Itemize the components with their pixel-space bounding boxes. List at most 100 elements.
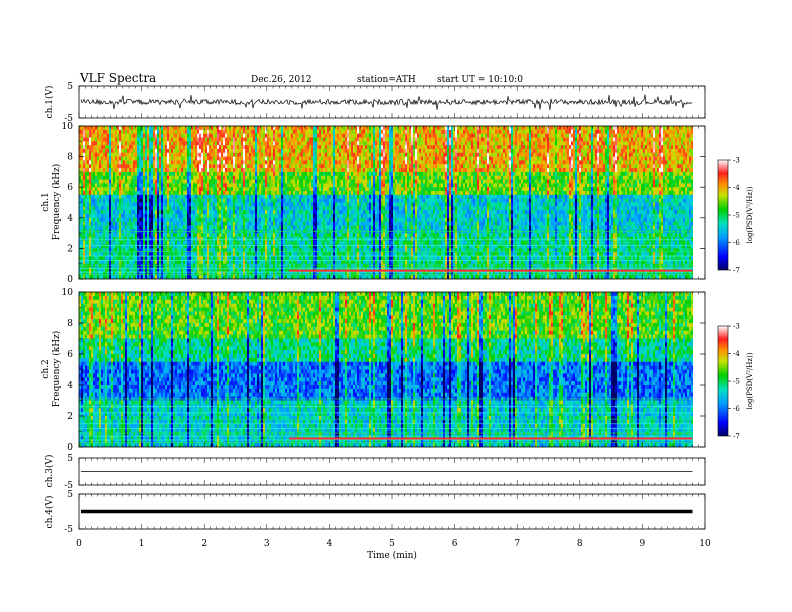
spectrogram-cell xyxy=(241,137,243,142)
spectrogram-cell xyxy=(173,194,175,199)
spectrogram-cell xyxy=(163,126,165,131)
spectrogram-cell xyxy=(313,248,315,253)
spectrogram-cell xyxy=(215,217,217,222)
spectrogram-cell xyxy=(281,225,283,230)
spectrogram-cell xyxy=(195,171,197,177)
spectrogram-cell xyxy=(241,133,243,138)
spectrogram-cell xyxy=(319,183,321,188)
spectrogram-cell xyxy=(201,171,203,177)
spectrogram-cell xyxy=(263,156,265,161)
spectrogram-cell xyxy=(251,168,253,173)
spectrogram-cell xyxy=(117,275,119,279)
spectrogram-cell xyxy=(143,183,145,188)
spectrogram-cell xyxy=(185,148,187,154)
spectrogram-cell xyxy=(315,275,317,279)
spectrogram-cell xyxy=(173,152,175,157)
spectrogram-cell xyxy=(103,233,105,238)
spectrogram-cell xyxy=(123,198,125,203)
spectrogram-cell xyxy=(191,141,193,146)
spectrogram-cell xyxy=(217,240,219,245)
spectrogram-cell xyxy=(153,217,155,222)
spectrogram-cell xyxy=(219,233,221,238)
spectrogram-cell xyxy=(177,129,179,134)
spectrogram-cell xyxy=(187,187,189,192)
spectrogram-cell xyxy=(95,252,97,257)
spectrogram-cell xyxy=(99,252,101,257)
spectrogram-cell xyxy=(89,225,91,230)
spectrogram-cell xyxy=(201,221,203,226)
spectrogram-cell xyxy=(115,271,117,276)
spectrogram-cell xyxy=(125,206,127,211)
spectrogram-cell xyxy=(79,240,81,245)
spectrogram-cell xyxy=(289,248,291,253)
spectrogram-cell xyxy=(149,252,151,257)
spectrogram-cell xyxy=(215,221,217,226)
spectrogram-cell xyxy=(239,129,241,134)
spectrogram-cell xyxy=(185,248,187,253)
spectrogram-cell xyxy=(137,240,139,245)
spectrogram-cell xyxy=(231,202,233,207)
spectrogram-cell xyxy=(229,233,231,238)
spectrogram-cell xyxy=(215,133,217,138)
spectrogram-cell xyxy=(111,198,113,203)
spectrogram-cell xyxy=(127,194,129,199)
spectrogram-cell xyxy=(279,175,281,180)
spectrogram-cell xyxy=(149,137,151,142)
spectrogram-cell xyxy=(129,148,131,154)
spectrogram-cell xyxy=(285,263,287,268)
spectrogram-cell xyxy=(107,141,109,146)
spectrogram-cell xyxy=(293,126,295,131)
spectrogram-cell xyxy=(195,240,197,245)
spectrogram-cell xyxy=(199,164,201,169)
spectrogram-cell xyxy=(301,145,303,150)
spectrogram-cell xyxy=(195,148,197,154)
spectrogram-cell xyxy=(79,198,81,203)
spectrogram-cell xyxy=(161,213,163,219)
spectrogram-cell xyxy=(107,145,109,150)
spectrogram-cell xyxy=(239,194,241,199)
spectrogram-cell xyxy=(147,156,149,161)
spectrogram-cell xyxy=(85,198,87,203)
spectrogram-cell xyxy=(249,244,251,249)
spectrogram-cell xyxy=(195,217,197,222)
spectrogram-cell xyxy=(223,271,225,276)
spectrogram-cell xyxy=(95,233,97,238)
spectrogram-cell xyxy=(205,183,207,188)
spectrogram-cell xyxy=(301,175,303,180)
spectrogram-cell xyxy=(103,179,105,184)
spectrogram-cell xyxy=(165,191,167,196)
spectrogram-cell xyxy=(111,206,113,211)
spectrogram-cell xyxy=(239,164,241,169)
spectrogram-cell xyxy=(81,160,83,165)
spectrogram-cell xyxy=(181,256,183,261)
spectrogram-cell xyxy=(85,148,87,154)
spectrogram-cell xyxy=(245,240,247,245)
spectrogram-cell xyxy=(93,198,95,203)
spectrogram-cell xyxy=(185,175,187,180)
spectrogram-cell xyxy=(311,156,313,161)
spectrogram-cell xyxy=(113,168,115,173)
spectrogram-cell xyxy=(191,221,193,226)
spectrogram-cell xyxy=(291,141,293,146)
spectrogram-cell xyxy=(127,240,129,245)
spectrogram-cell xyxy=(325,141,327,146)
spectrogram-cell xyxy=(197,271,199,276)
spectrogram-cell xyxy=(311,233,313,238)
spectrogram-cell xyxy=(317,126,319,131)
spectrogram-cell xyxy=(191,217,193,222)
spectrogram-cell xyxy=(261,206,263,211)
spectrogram-cell xyxy=(105,152,107,157)
spectrogram-cell xyxy=(311,259,313,264)
spectrogram-cell xyxy=(167,263,169,268)
spectrogram-cell xyxy=(287,221,289,226)
spectrogram-cell xyxy=(269,210,271,215)
spectrogram-cell xyxy=(269,141,271,146)
spectrogram-cell xyxy=(301,271,303,276)
spectrogram-cell xyxy=(81,275,83,279)
spectrogram-cell xyxy=(89,259,91,264)
spectrogram-cell xyxy=(293,175,295,180)
spectrogram-cell xyxy=(283,210,285,215)
spectrogram-cell xyxy=(189,141,191,146)
spectrogram-cell xyxy=(97,233,99,238)
spectrogram-cell xyxy=(311,129,313,134)
